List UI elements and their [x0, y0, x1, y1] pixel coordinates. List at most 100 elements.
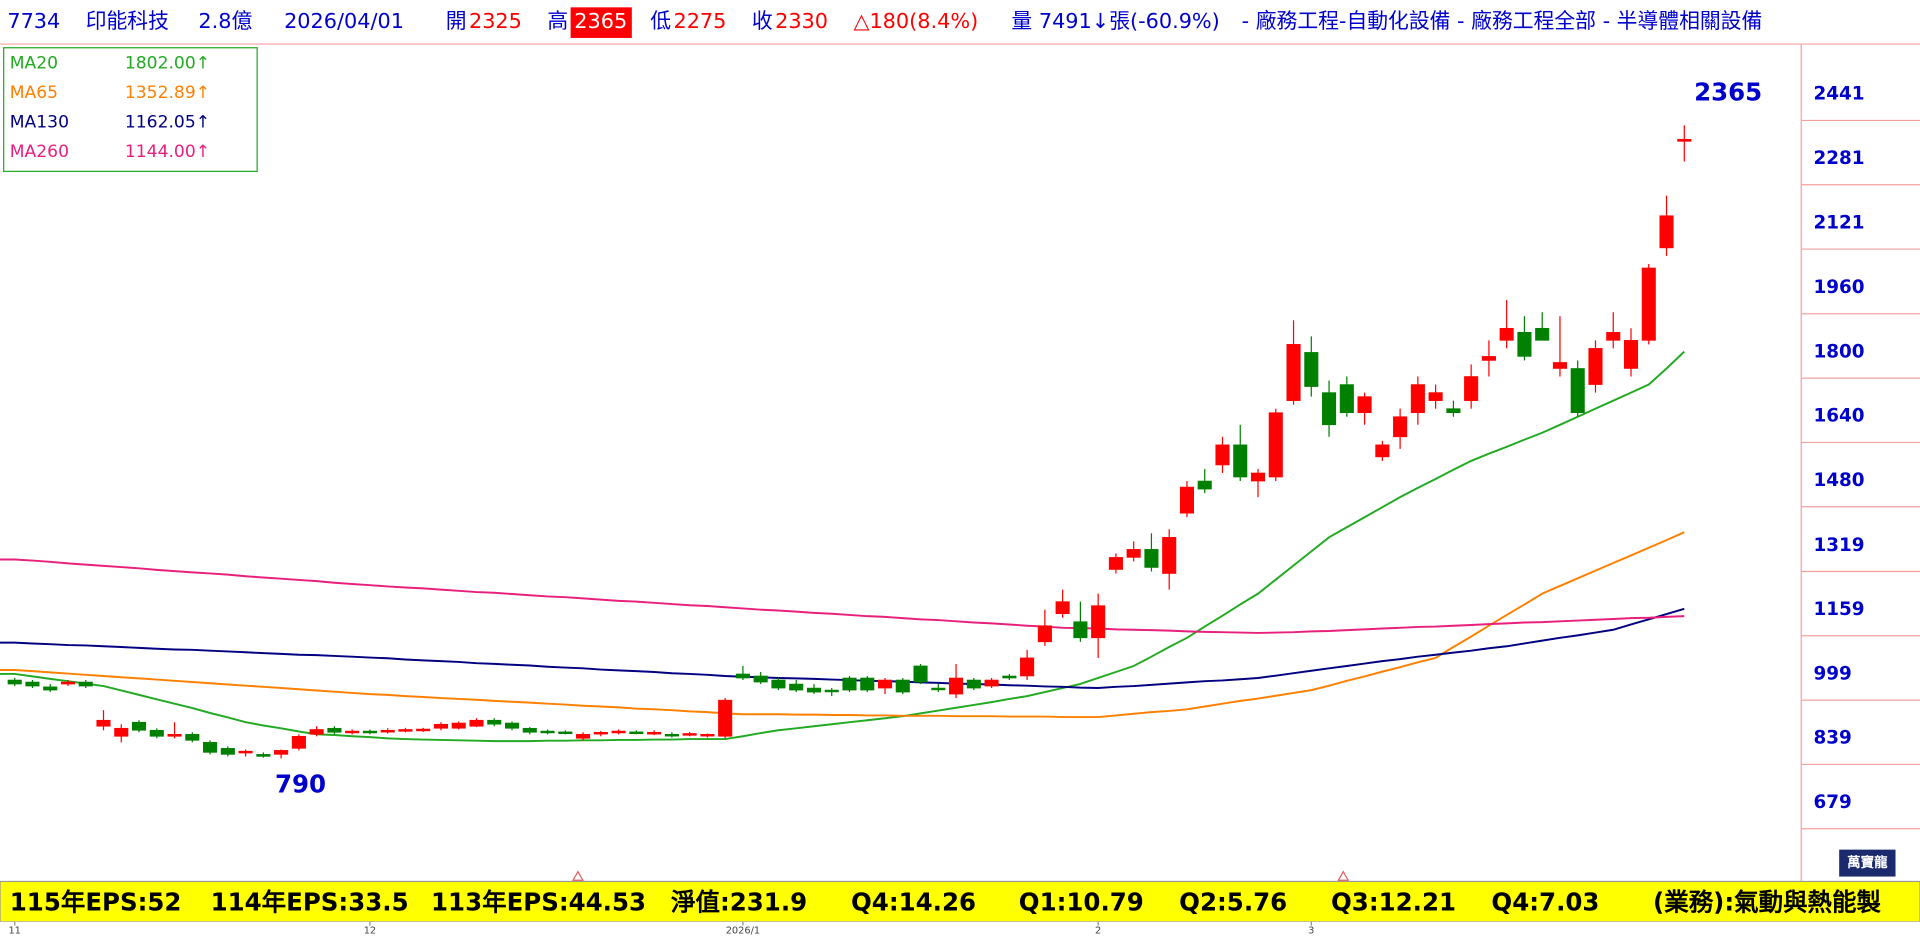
candle-body [1055, 601, 1070, 615]
footer-item: 114年EPS:33.5 [211, 887, 409, 916]
footer-item: Q4:7.03 [1491, 887, 1599, 916]
candle-body [149, 729, 164, 737]
candle-body [1623, 340, 1639, 369]
candle-body [647, 731, 662, 735]
low-value: 2275 [673, 9, 726, 33]
high-highlight [570, 7, 632, 38]
candle-body [1073, 621, 1088, 639]
candle-body [558, 731, 573, 735]
candle-body [1339, 384, 1354, 414]
min-annotation: 790 [275, 769, 326, 798]
candle-body [220, 748, 235, 755]
stock-name: 印能科技 [86, 9, 169, 33]
candle-body [1286, 344, 1301, 401]
candle-body [1020, 657, 1035, 677]
open-value: 2325 [469, 9, 522, 33]
y-tick-label: 2121 [1813, 212, 1864, 233]
legend-value: 1352.89↑ [125, 83, 210, 103]
candle-body [735, 673, 750, 679]
candle-body [611, 730, 626, 734]
candle-body [380, 729, 395, 733]
candle-body [522, 727, 537, 733]
close-value: 2330 [775, 9, 828, 33]
candle-body [1233, 444, 1248, 478]
max-annotation: 2365 [1694, 77, 1762, 106]
candle-body [238, 750, 253, 754]
candle-body [327, 727, 342, 733]
candle-body [1322, 392, 1337, 426]
date-strip [0, 921, 1920, 939]
footer: 115年EPS:52 114年EPS:33.5 113年EPS:44.53 淨值:23… [10, 887, 1882, 916]
candle-body [274, 750, 289, 755]
candle-body [1091, 605, 1106, 639]
candle-body [540, 730, 555, 734]
candle-body [949, 677, 964, 695]
legend-value: 1162.05↑ [125, 112, 210, 132]
candle-body [469, 719, 484, 727]
candle-body [433, 723, 449, 729]
candle-body [1535, 327, 1550, 341]
candle-body [362, 730, 377, 734]
legend-name: MA65 [10, 83, 58, 103]
candle-body [1108, 557, 1123, 570]
candle-body [966, 679, 981, 689]
y-tick-label: 1640 [1813, 406, 1864, 427]
x-tick-label: 2 [1095, 925, 1101, 936]
candle-body [114, 727, 129, 737]
candle-body [203, 742, 218, 753]
y-tick-label: 1159 [1813, 599, 1864, 620]
candle-body [1464, 376, 1479, 401]
candle-body [1037, 625, 1052, 643]
ma-line [0, 350, 1685, 743]
candle-body [1002, 675, 1017, 679]
open-label: 開 [446, 9, 467, 33]
watermark-box [1839, 849, 1896, 877]
candle-body [931, 687, 946, 691]
candle-body [1179, 486, 1195, 514]
candle-body [593, 731, 608, 735]
y-tick-label: 1960 [1813, 277, 1864, 298]
low-label: 低 [650, 9, 671, 33]
candle-body [256, 754, 271, 757]
candle-body [1446, 408, 1461, 414]
footer-item: 115年EPS:52 [10, 887, 182, 916]
legend-value: 1802.00↑ [125, 54, 210, 74]
candle-body [291, 735, 306, 749]
candle-body [771, 679, 786, 689]
candle-body [309, 729, 324, 735]
candle-body [1162, 537, 1177, 574]
candle-body [789, 683, 804, 691]
capital: 2.8億 [198, 9, 252, 33]
date-axis: 11 12 2026/1 2 3 [8, 921, 1314, 936]
candle-body [1126, 549, 1141, 558]
legend-name: MA130 [10, 112, 69, 132]
candle-body [1375, 444, 1390, 458]
watermark: 萬寶龍 [1847, 854, 1888, 871]
legend-box [3, 47, 258, 173]
y-axis: 679 839 999 1159 1319 1480 1640 1800 1960 2121 228… [1801, 84, 1920, 830]
y-tick-label: 839 [1813, 728, 1851, 749]
candle-body [984, 679, 999, 687]
high-value: 2365 [574, 9, 627, 33]
ma-line [0, 531, 1685, 719]
candle-body [43, 686, 58, 691]
change: △180(8.4%) [853, 9, 978, 33]
candle-body [1215, 444, 1230, 466]
candle-body [167, 733, 182, 737]
candle-body [1659, 215, 1674, 249]
candle-body [913, 665, 928, 683]
candle-body [1677, 139, 1692, 142]
candle-body [7, 679, 22, 685]
candle-body [398, 729, 413, 732]
footer-item: (業務):氣動與熱能製 [1653, 887, 1881, 916]
candle-body [806, 687, 822, 693]
candle-body [416, 728, 431, 732]
y-tick-label: 2441 [1813, 84, 1864, 105]
candle-body [60, 681, 76, 685]
candle-body [842, 677, 857, 691]
candle-body [131, 721, 147, 731]
y-tick-label: 1319 [1813, 535, 1864, 556]
